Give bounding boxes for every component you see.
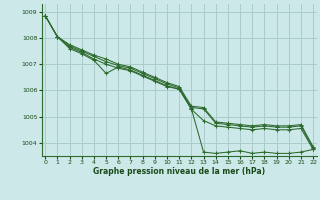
X-axis label: Graphe pression niveau de la mer (hPa): Graphe pression niveau de la mer (hPa) <box>93 167 265 176</box>
